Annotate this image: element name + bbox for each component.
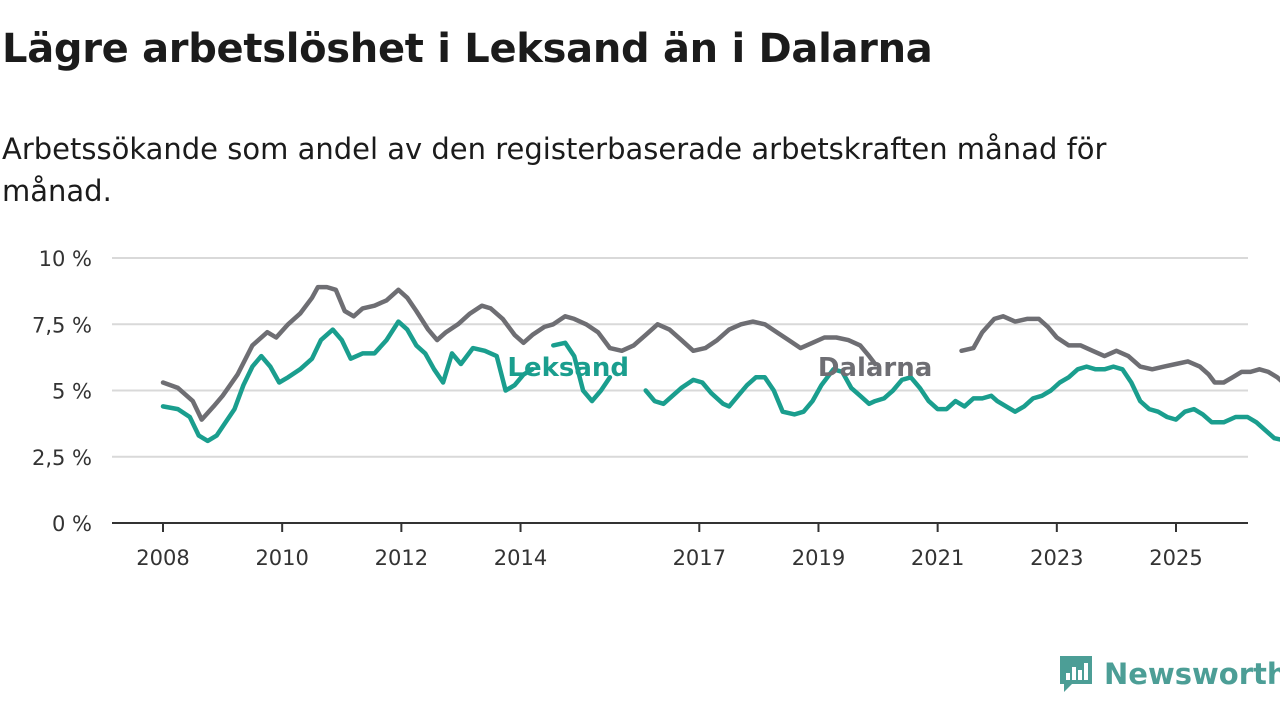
y-tick-label: 10 % <box>39 247 92 271</box>
y-tick-label: 7,5 % <box>32 313 92 337</box>
x-tick-label: 2019 <box>792 546 845 570</box>
leksand-line <box>551 340 613 404</box>
newsworthy-logo: Newsworthy <box>1058 654 1280 694</box>
chart-title: Lägre arbetslöshet i Leksand än i Dalarn… <box>2 26 933 72</box>
x-tick-label: 2025 <box>1149 546 1202 570</box>
newsworthy-logo-icon <box>1060 656 1092 692</box>
logo-text: Newsworthy <box>1104 657 1280 691</box>
leksand-line <box>643 364 1280 442</box>
leksand-line <box>160 319 535 444</box>
y-tick-label: 5 % <box>52 380 92 404</box>
x-tick-label: 2017 <box>673 546 726 570</box>
x-tick-label: 2008 <box>136 546 189 570</box>
dalarna-line <box>959 314 1280 385</box>
y-tick-label: 0 % <box>52 512 92 536</box>
x-tick-label: 2014 <box>494 546 547 570</box>
x-tick-label: 2010 <box>255 546 308 570</box>
line-chart: 0 % 2,5 % 5 % 7,5 % 10 % 2008 2010 2012 2014 2017… <box>32 247 1280 570</box>
x-tick-label: 2023 <box>1030 546 1083 570</box>
chart-subtitle: Arbetssökande som andel av den registerb… <box>2 132 1107 208</box>
leksand-series-label: Leksand <box>507 353 629 383</box>
dalarna-series-label: Dalarna <box>818 353 932 383</box>
dalarna-line <box>160 284 878 422</box>
y-tick-label: 2,5 % <box>32 446 92 470</box>
axes: 0 % 2,5 % 5 % 7,5 % 10 % 2008 2010 2012 2014 2017… <box>32 247 1248 570</box>
grid <box>112 257 1248 458</box>
x-tick-label: 2021 <box>911 546 964 570</box>
x-tick-label: 2012 <box>375 546 428 570</box>
series-lines <box>160 284 1280 444</box>
